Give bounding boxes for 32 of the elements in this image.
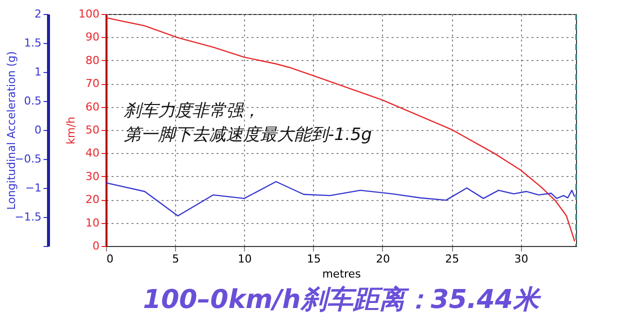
y2-tick-label: 0 bbox=[34, 124, 42, 136]
line-series bbox=[105, 17, 576, 242]
y-axis-title: km/h bbox=[64, 116, 78, 144]
line-series bbox=[105, 181, 576, 216]
x-axis-title: metres bbox=[322, 268, 362, 280]
y2-tick-label: 1 bbox=[34, 66, 42, 78]
text: 100–0km/h刹车距离：35.44米 bbox=[143, 285, 542, 315]
x-tick-label: 15 bbox=[306, 252, 321, 266]
y-tick-label: 30 bbox=[86, 170, 100, 183]
annotation: 第一脚下去减速度最大能到-1.5g bbox=[124, 125, 372, 145]
x-tick-label: 0 bbox=[106, 252, 114, 266]
x-tick-label: 5 bbox=[172, 252, 180, 266]
y-tick-label: 80 bbox=[86, 54, 100, 67]
y-tick-label: 90 bbox=[86, 30, 100, 44]
y-tick-label: 40 bbox=[86, 146, 100, 160]
y-tick-label: 0 bbox=[92, 240, 100, 252]
y2-tick-label: 0.5 bbox=[24, 94, 42, 108]
annotation: 刹车力度非常强， bbox=[123, 101, 260, 121]
x-tick-label: 10 bbox=[238, 252, 252, 266]
y-tick-label: 100 bbox=[78, 8, 100, 20]
y2-tick-label: −1.5 bbox=[14, 210, 42, 224]
y-tick-label: 10 bbox=[86, 216, 100, 230]
y-tick-label: 70 bbox=[86, 77, 100, 90]
x-tick-label: 25 bbox=[445, 252, 460, 266]
y-tick-label: 60 bbox=[86, 100, 100, 114]
y-tick-label: 20 bbox=[86, 193, 100, 206]
y2-tick-label: −1 bbox=[25, 182, 42, 194]
x-tick-label: 30 bbox=[514, 252, 528, 266]
y-tick-label: 50 bbox=[86, 124, 100, 136]
x-tick-label: 20 bbox=[376, 252, 390, 266]
y2-tick-label: 2 bbox=[34, 8, 42, 20]
y2-tick-label: 1.5 bbox=[24, 36, 42, 50]
